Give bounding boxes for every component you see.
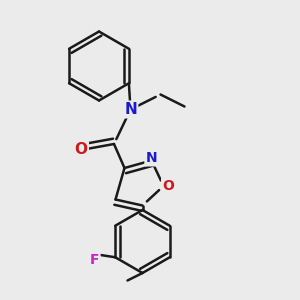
Text: F: F: [90, 253, 99, 266]
Text: N: N: [124, 102, 137, 117]
Text: O: O: [162, 179, 174, 193]
Text: N: N: [146, 151, 157, 165]
Text: O: O: [74, 142, 88, 158]
